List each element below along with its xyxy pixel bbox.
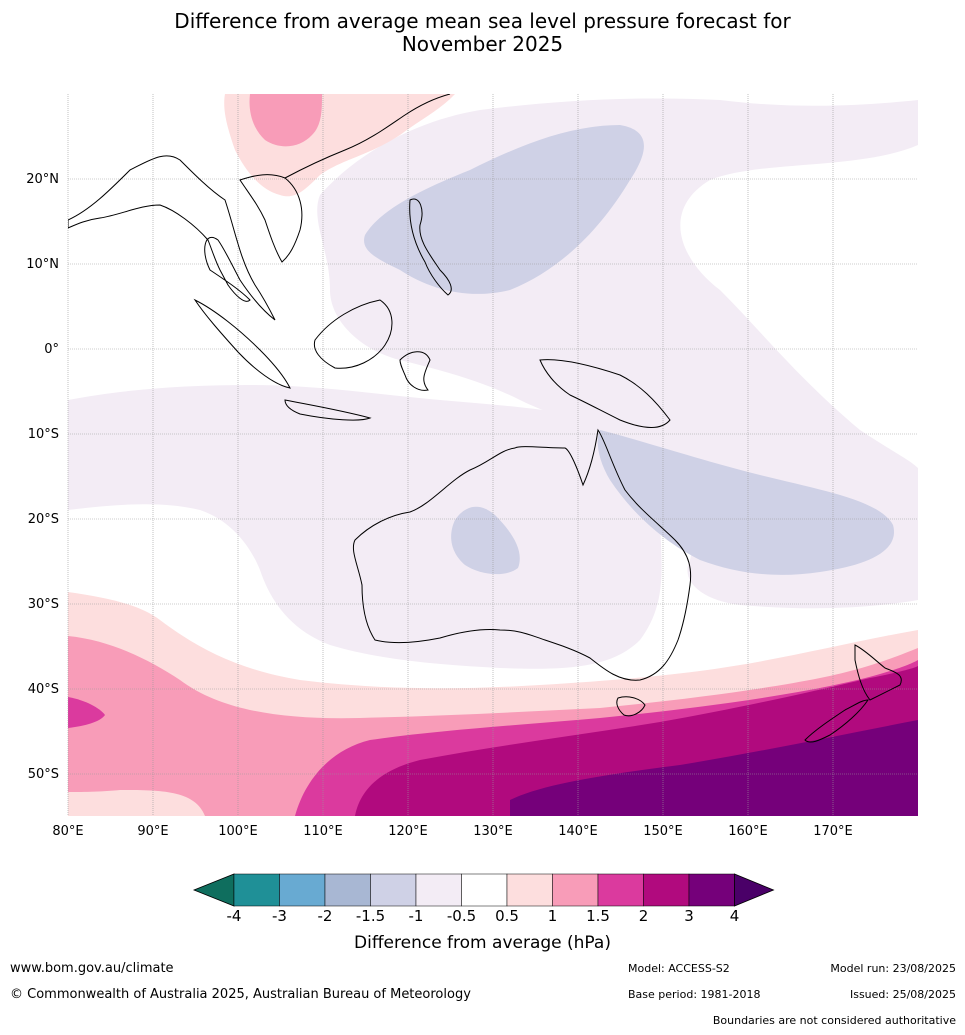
coastline-java — [284, 399, 372, 421]
lon-label: 100°E — [218, 824, 258, 839]
lat-label: 10°N — [26, 257, 59, 272]
lon-axis: 80°E 90°E 100°E 110°E 120°E 130°E 140°E … — [52, 824, 852, 839]
coastline-sulawesi — [399, 351, 431, 391]
colorbar-block — [461, 873, 508, 907]
lon-label: 130°E — [473, 824, 513, 839]
coastline-china — [284, 94, 451, 179]
colorbar-tick-label: 4 — [730, 907, 740, 925]
colorbar-block — [279, 873, 326, 907]
coastline-tasmania — [616, 696, 646, 717]
gridlines — [67, 94, 918, 816]
model-text: Model: ACCESS-S2 — [628, 962, 730, 975]
model-run-text: Model run: 23/08/2025 — [830, 962, 956, 975]
lat-label: 20°S — [28, 512, 59, 527]
colorbar-block — [506, 873, 553, 907]
contour-pos-1-china — [249, 94, 322, 147]
contour-pos-1-5-west — [68, 697, 105, 728]
base-period-text: Base period: 1981-2018 — [628, 988, 761, 1001]
lon-label: 120°E — [388, 824, 428, 839]
colorbar-block — [415, 873, 462, 907]
coastline-new-guinea — [539, 359, 671, 428]
lon-label: 160°E — [728, 824, 768, 839]
colorbar-tick-label: -0.5 — [447, 907, 476, 925]
website-text: www.bom.gov.au/climate — [10, 961, 174, 976]
colorbar-tick-label: 2 — [639, 907, 649, 925]
coastline-australia — [352, 428, 692, 681]
colorbar-block — [324, 873, 371, 907]
lat-label: 40°S — [28, 682, 59, 697]
lat-label: 10°S — [28, 427, 59, 442]
coastline-new-zealand-north — [854, 644, 902, 701]
contour-neg-1-philippines — [364, 125, 644, 294]
colorbar-tick-label: 1 — [548, 907, 558, 925]
colorbar-ticks: -4 -3 -2 -1.5 -1 -0.5 0.5 1 1.5 2 3 4 — [227, 907, 740, 925]
lon-label: 90°E — [137, 824, 168, 839]
colorbar-tick-label: -1 — [409, 907, 424, 925]
coastline-indochina — [239, 174, 303, 263]
coastline-sumatra — [193, 298, 291, 389]
colorbar-tick-label: 3 — [684, 907, 694, 925]
contour-neg-1-australia — [451, 506, 520, 575]
colorbar-title: Difference from average (hPa) — [354, 933, 611, 953]
colorbar-block — [233, 873, 280, 907]
issued-text: Issued: 25/08/2025 — [849, 988, 956, 1001]
coastline-philippines — [409, 198, 452, 296]
title-line-1: Difference from average mean sea level p… — [174, 9, 791, 33]
colorbar-tick-label: -4 — [227, 907, 242, 925]
lon-label: 80°E — [52, 824, 83, 839]
colorbar-block — [688, 873, 735, 907]
lon-label: 110°E — [303, 824, 343, 839]
colorbar-block — [370, 873, 417, 907]
coastline-borneo — [313, 299, 393, 369]
contour-pos-3-south — [510, 720, 918, 816]
map-title: Difference from average mean sea level p… — [0, 10, 965, 56]
colorbar-blocks — [192, 873, 775, 907]
disclaimer-text: Boundaries are not considered authoritat… — [712, 1014, 956, 1027]
title-line-2: November 2025 — [401, 32, 564, 56]
lat-axis: 20°N 10°N 0° 10°S 20°S 30°S 40°S 50°S — [26, 172, 59, 782]
colorbar-block — [552, 873, 599, 907]
colorbar-extend-high — [734, 873, 775, 907]
colorbar-tick-label: -2 — [318, 907, 333, 925]
contour-neg-1-coral-sea — [597, 430, 895, 575]
lat-label: 50°S — [28, 767, 59, 782]
coastline-new-zealand-south — [804, 699, 869, 743]
colorbar-tick-label: -1.5 — [356, 907, 385, 925]
colorbar-block — [643, 873, 690, 907]
lon-label: 140°E — [558, 824, 598, 839]
lat-label: 30°S — [28, 597, 59, 612]
colorbar-tick-label: -3 — [272, 907, 287, 925]
lat-label: 0° — [44, 342, 59, 357]
colorbar-tick-label: 0.5 — [495, 907, 519, 925]
lon-label: 150°E — [643, 824, 683, 839]
lat-label: 20°N — [26, 172, 59, 187]
lon-label: 170°E — [813, 824, 853, 839]
copyright-text: © Commonwealth of Australia 2025, Austra… — [10, 987, 471, 1002]
colorbar-extend-low — [192, 873, 235, 907]
contour-neg-0-5-south — [68, 385, 662, 669]
colorbar-tick-label: 1.5 — [586, 907, 610, 925]
coastlines — [68, 94, 902, 743]
colorbar-block — [597, 873, 644, 907]
coastline-asia — [68, 155, 276, 321]
